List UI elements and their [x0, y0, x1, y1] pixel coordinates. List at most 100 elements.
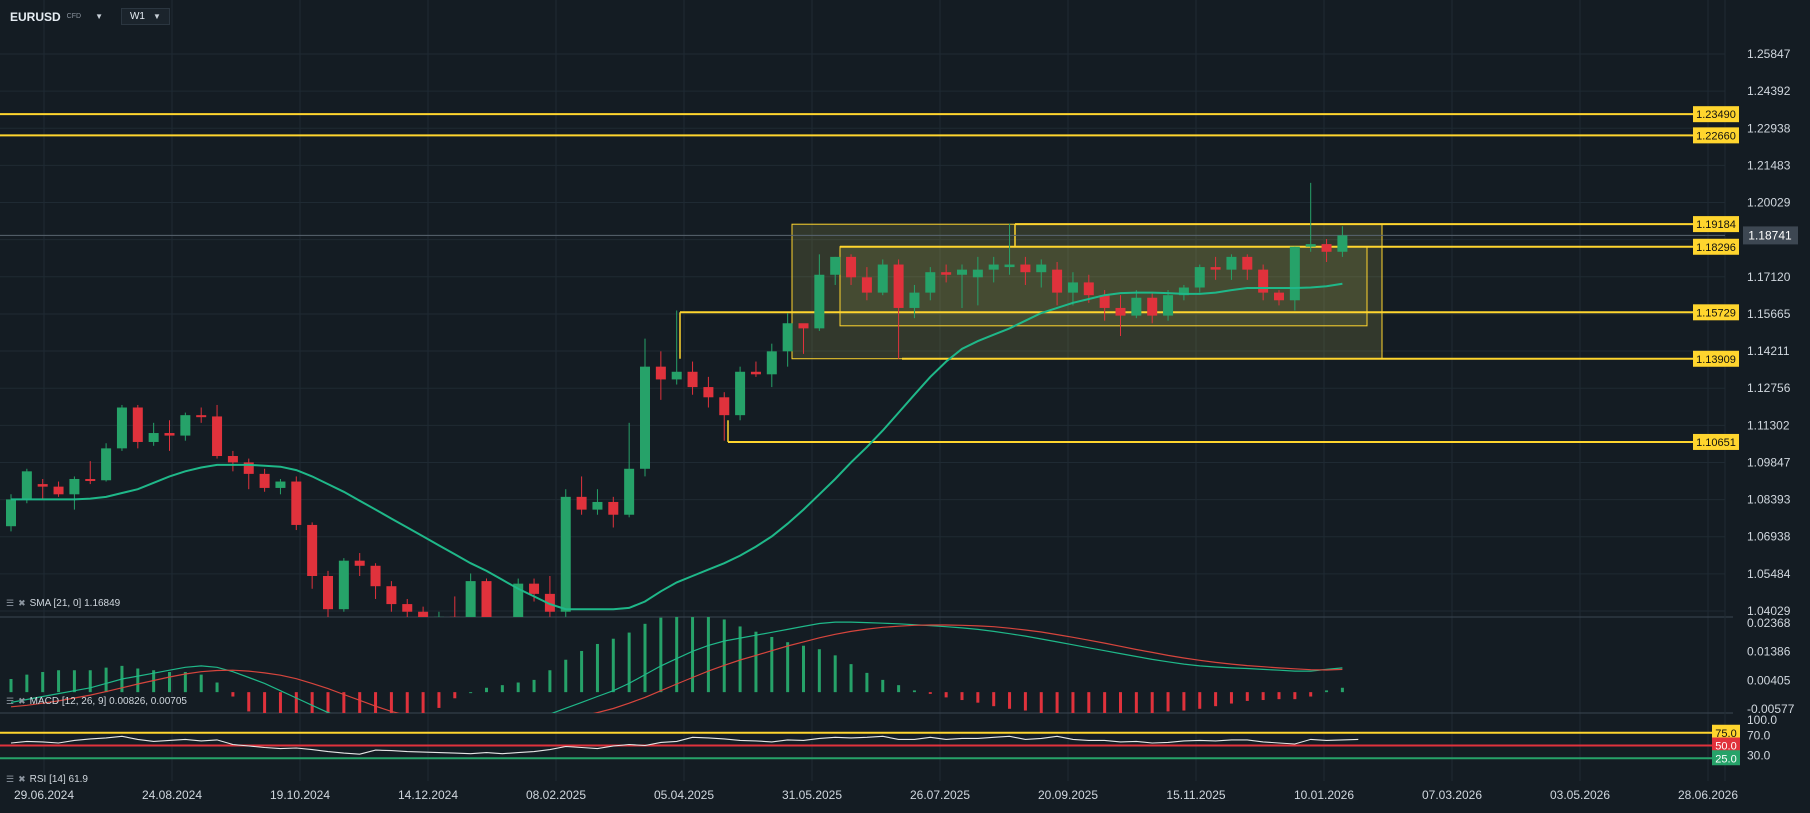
level-tag: [1693, 106, 1739, 123]
rsi-y-tick-label: 100.0: [1747, 713, 1777, 727]
macd-histogram-bar: [405, 692, 409, 713]
macd-line: [10, 621, 1343, 713]
candle-body: [513, 583, 524, 617]
macd-histogram-bar: [1214, 692, 1218, 707]
indicator-settings-icon[interactable]: ☰: [6, 598, 15, 608]
rsi-level-tag: [1712, 750, 1740, 766]
symbol-selector[interactable]: EURUSD CFD ▼: [10, 10, 103, 24]
candle-body: [893, 264, 904, 308]
macd-histogram-bar: [1071, 692, 1075, 713]
candle-body: [1020, 264, 1031, 273]
x-tick-label: 24.08.2024: [142, 788, 202, 802]
level-tag: [1693, 350, 1739, 367]
timeframe-selector[interactable]: W1 ▼: [120, 8, 170, 25]
macd-histogram-bar: [104, 667, 108, 693]
candle-body: [275, 481, 286, 488]
candle-body: [37, 484, 48, 487]
candle-body: [925, 272, 936, 293]
macd-histogram-bar: [326, 692, 330, 713]
chart-toolbar: EURUSD CFD ▼ W1 ▼: [10, 8, 170, 25]
macd-histogram-bar: [532, 679, 536, 693]
y-tick-label: 1.12756: [1747, 381, 1791, 395]
macd-histogram-bar: [1325, 690, 1329, 693]
macd-histogram-bar: [675, 617, 679, 693]
macd-histogram-bar: [1039, 692, 1043, 713]
y-tick-label: 1.17120: [1747, 270, 1791, 284]
macd-histogram-bar: [389, 692, 393, 713]
x-tick-label: 31.05.2025: [782, 788, 842, 802]
candle-body: [529, 583, 540, 594]
macd-histogram-bar: [1134, 692, 1138, 713]
macd-histogram-bar: [231, 692, 235, 697]
candle-body: [449, 616, 460, 617]
y-tick-label: 1.04029: [1747, 604, 1791, 618]
candle-body: [1115, 307, 1126, 316]
close-icon[interactable]: ✖: [18, 696, 26, 706]
candle-body: [164, 433, 175, 436]
rsi-legend: ☰ ✖ RSI [14] 61.9: [6, 774, 88, 785]
sma-label: SMA [21, 0] 1.16849: [29, 598, 121, 609]
level-tag-label: 1.10651: [1696, 437, 1736, 449]
macd-y-tick-label: 0.02368: [1747, 616, 1791, 630]
macd-histogram-bar: [564, 659, 568, 693]
candle-body: [988, 264, 999, 270]
y-tick-label: 1.05484: [1747, 567, 1791, 581]
candle-body: [323, 575, 333, 610]
x-tick-label: 15.11.2025: [1166, 788, 1225, 802]
indicator-settings-icon[interactable]: ☰: [6, 774, 15, 784]
candle-body: [1305, 244, 1316, 247]
macd-histogram-bar: [516, 682, 520, 693]
close-icon[interactable]: ✖: [18, 598, 26, 608]
symbol-name: EURUSD: [10, 9, 61, 24]
macd-histogram-bar: [152, 670, 156, 693]
macd-histogram-bar: [247, 692, 251, 712]
candle-body: [402, 604, 413, 612]
indicator-settings-icon[interactable]: ☰: [6, 696, 15, 706]
close-icon[interactable]: ✖: [18, 774, 26, 784]
macd-histogram-bar: [1277, 692, 1281, 700]
candle-body: [861, 277, 872, 293]
macd-histogram-bar: [706, 617, 710, 693]
macd-histogram-bar: [897, 685, 901, 693]
level-tag: [1693, 238, 1739, 255]
macd-histogram-bar: [802, 645, 805, 693]
macd-histogram-bar: [881, 679, 885, 693]
candle-body: [85, 478, 96, 481]
candle-body: [1067, 282, 1078, 293]
candle-body: [1274, 292, 1284, 301]
candle-body: [1289, 246, 1300, 301]
y-tick-label: 1.22938: [1747, 121, 1791, 135]
candle-body: [719, 397, 730, 416]
candle-body: [544, 593, 555, 612]
candle-body: [212, 416, 223, 457]
chevron-down-icon: ▼: [95, 12, 103, 21]
macd-histogram-bar: [738, 626, 742, 693]
macd-histogram-bar: [1166, 692, 1170, 712]
macd-histogram-bar: [1023, 692, 1027, 711]
candle-body: [640, 366, 650, 469]
candle-body: [1321, 244, 1332, 252]
macd-histogram-bar: [41, 672, 45, 693]
x-tick-label: 03.05.2026: [1550, 788, 1610, 802]
level-tag-label: 1.19184: [1696, 219, 1736, 231]
macd-histogram-bar: [421, 692, 425, 713]
macd-histogram-bar: [437, 692, 441, 708]
candle-body: [782, 323, 793, 352]
macd-histogram-bar: [469, 692, 473, 694]
macd-histogram-bar: [278, 692, 282, 713]
macd-histogram-bar: [595, 643, 599, 693]
macd-histogram-bar: [1008, 692, 1012, 709]
x-tick-label: 19.10.2024: [270, 788, 330, 802]
rsi-y-tick-label: 70.0: [1747, 728, 1771, 742]
candle-body: [21, 471, 32, 500]
candle-body: [687, 371, 698, 388]
x-tick-label: 29.06.2024: [14, 788, 74, 802]
candle-body: [148, 433, 159, 442]
candle-body: [1337, 235, 1348, 252]
x-tick-label: 20.09.2025: [1038, 788, 1098, 802]
y-tick-label: 1.11302: [1747, 418, 1790, 432]
macd-histogram-bar: [1245, 692, 1249, 701]
macd-histogram-bar: [611, 638, 615, 693]
macd-histogram-bar: [659, 617, 663, 693]
